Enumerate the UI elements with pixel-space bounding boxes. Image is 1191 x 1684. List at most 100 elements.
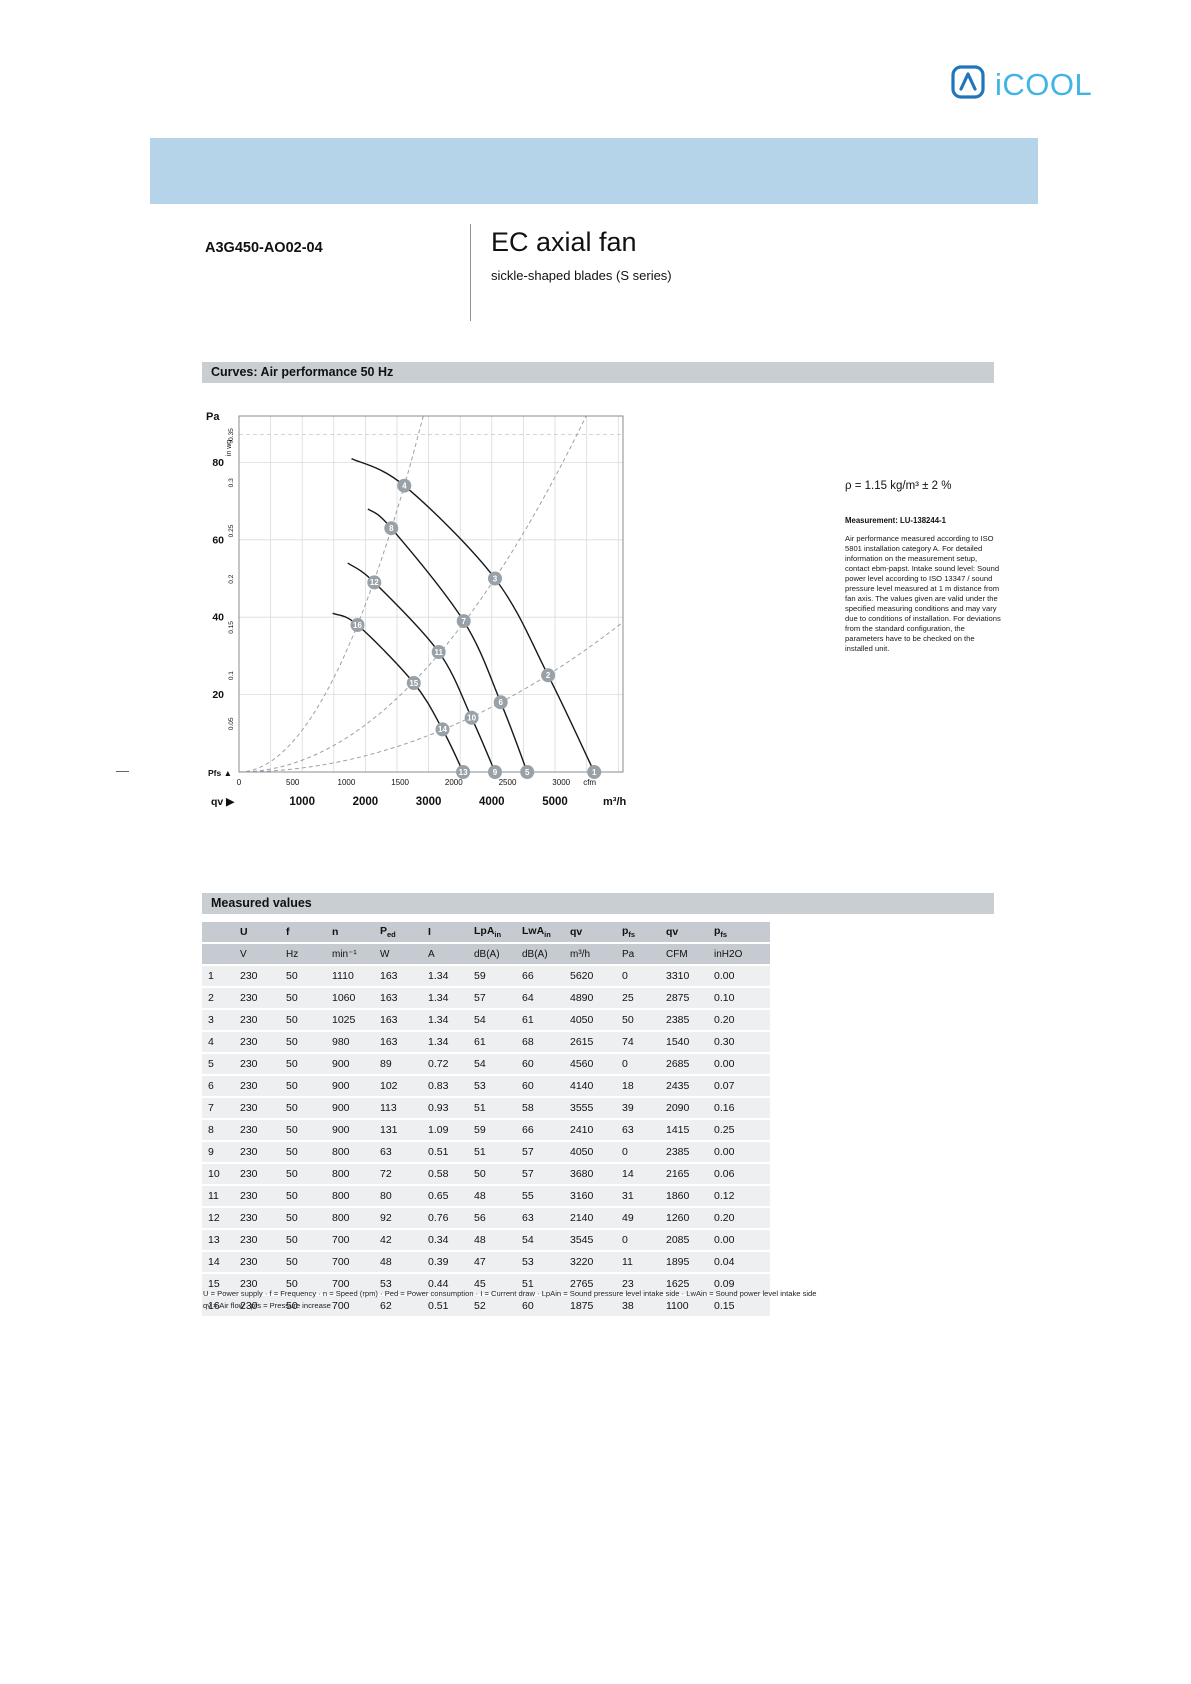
table-cell: 2385	[660, 1009, 708, 1032]
svg-text:qv ▶: qv ▶	[211, 796, 235, 808]
table-cell: 80	[374, 1185, 422, 1208]
chart-grid	[239, 416, 623, 772]
svg-text:3: 3	[493, 574, 498, 583]
table-cell: 50	[280, 1097, 326, 1120]
table-cell: 230	[234, 1185, 280, 1208]
table-cell: 800	[326, 1185, 374, 1208]
table-row: 7 230 50 900 113 0.93 51 58 3555 39 2090 0.16	[202, 1097, 770, 1120]
table-cell: 57	[468, 987, 516, 1010]
table-cell: 2685	[660, 1053, 708, 1076]
table-cell: 700	[326, 1295, 374, 1318]
page-fold-mark	[116, 771, 129, 772]
table-cell: 230	[234, 965, 280, 988]
table-cell: 51	[468, 1097, 516, 1120]
svg-text:0.1: 0.1	[228, 671, 235, 680]
svg-text:0.35: 0.35	[228, 428, 235, 441]
table-row: 2 230 50 1060 163 1.34 57 64 4890 25 2875 0.10	[202, 987, 770, 1010]
table-cell: 163	[374, 1009, 422, 1032]
column-unit: V	[234, 943, 280, 966]
table-cell: 51	[468, 1141, 516, 1164]
row-number: 9	[202, 1141, 234, 1164]
table-cell: 66	[516, 1119, 564, 1142]
operating-point-markers: 4 3 2 1 8 7 6 5 12 11 10 9 16 15 14 13	[350, 478, 602, 779]
air-density-note: ρ = 1.15 kg/m³ ± 2 %	[845, 480, 952, 492]
column-header: pfs	[616, 922, 660, 944]
table-cell: 50	[280, 1207, 326, 1230]
svg-text:m³/h: m³/h	[603, 796, 627, 808]
table-cell: 54	[516, 1229, 564, 1252]
row-number: 13	[202, 1229, 234, 1252]
table-cell: 700	[326, 1273, 374, 1296]
table-cell: 38	[616, 1295, 660, 1318]
table-cell: 163	[374, 965, 422, 988]
table-cell: 63	[616, 1119, 660, 1142]
table-cell: 45	[468, 1273, 516, 1296]
table-cell: 0.72	[422, 1053, 468, 1076]
table-cell: 5620	[564, 965, 616, 988]
table-cell: 0	[616, 1141, 660, 1164]
table-row: 12 230 50 800 92 0.76 56 63 2140 49 1260 0.20	[202, 1207, 770, 1230]
table-cell: 1.34	[422, 1009, 468, 1032]
svg-text:13: 13	[459, 768, 468, 777]
svg-text:80: 80	[212, 457, 224, 469]
table-row: 16 230 50 700 62 0.51 52 60 1875 38 1100 0.15	[202, 1295, 770, 1318]
table-cell: 50	[280, 987, 326, 1010]
table-row: 3 230 50 1025 163 1.34 54 61 4050 50 2385 0.20	[202, 1009, 770, 1032]
table-cell: 2385	[660, 1141, 708, 1164]
svg-text:9: 9	[493, 768, 498, 777]
table-cell: 1.34	[422, 987, 468, 1010]
brand-logo: iCOOL	[950, 64, 1092, 105]
column-unit: W	[374, 943, 422, 966]
table-cell: 54	[468, 1053, 516, 1076]
table-cell: 57	[516, 1141, 564, 1164]
table-cell: 63	[516, 1207, 564, 1230]
column-header: U	[234, 922, 280, 944]
table-cell: 0.93	[422, 1097, 468, 1120]
table-cell: 0.00	[708, 1141, 770, 1164]
column-unit: dB(A)	[468, 943, 516, 966]
table-row: 10 230 50 800 72 0.58 50 57 3680 14 2165 0.06	[202, 1163, 770, 1186]
svg-text:7: 7	[461, 617, 466, 626]
table-cell: 52	[468, 1295, 516, 1318]
table-cell: 2875	[660, 987, 708, 1010]
table-cell: 50	[280, 1141, 326, 1164]
table-cell: 3220	[564, 1251, 616, 1274]
table-cell: 1025	[326, 1009, 374, 1032]
table-cell: 230	[234, 1119, 280, 1142]
table-cell: 53	[374, 1273, 422, 1296]
table-cell: 800	[326, 1141, 374, 1164]
table-cell: 0	[616, 1229, 660, 1252]
table-cell: 50	[280, 1119, 326, 1142]
svg-text:4000: 4000	[479, 796, 505, 808]
table-cell: 0	[616, 1053, 660, 1076]
table-row: 4 230 50 980 163 1.34 61 68 2615 74 1540 0.30	[202, 1031, 770, 1054]
table-cell: 68	[516, 1031, 564, 1054]
row-number: 3	[202, 1009, 234, 1032]
table-cell: 50	[468, 1163, 516, 1186]
svg-text:5000: 5000	[542, 796, 568, 808]
table-cell: 11	[616, 1251, 660, 1274]
table-cell: 48	[468, 1229, 516, 1252]
table-cell: 63	[374, 1141, 422, 1164]
svg-text:0.25: 0.25	[228, 524, 235, 537]
table-cell: 49	[616, 1207, 660, 1230]
svg-text:500: 500	[286, 778, 300, 787]
table-cell: 1060	[326, 987, 374, 1010]
table-cell: 1.34	[422, 1031, 468, 1054]
table-cell: 50	[280, 965, 326, 988]
table-cell: 0.16	[708, 1097, 770, 1120]
table-cell: 900	[326, 1097, 374, 1120]
table-cell: 131	[374, 1119, 422, 1142]
table-cell: 3160	[564, 1185, 616, 1208]
column-unit	[202, 943, 234, 966]
table-cell: 230	[234, 1053, 280, 1076]
svg-text:40: 40	[212, 612, 224, 624]
svg-text:cfm: cfm	[583, 778, 596, 787]
table-cell: 0.34	[422, 1229, 468, 1252]
row-number: 2	[202, 987, 234, 1010]
table-cell: 50	[280, 1009, 326, 1032]
svg-text:Pfs ▲: Pfs ▲	[208, 768, 232, 778]
